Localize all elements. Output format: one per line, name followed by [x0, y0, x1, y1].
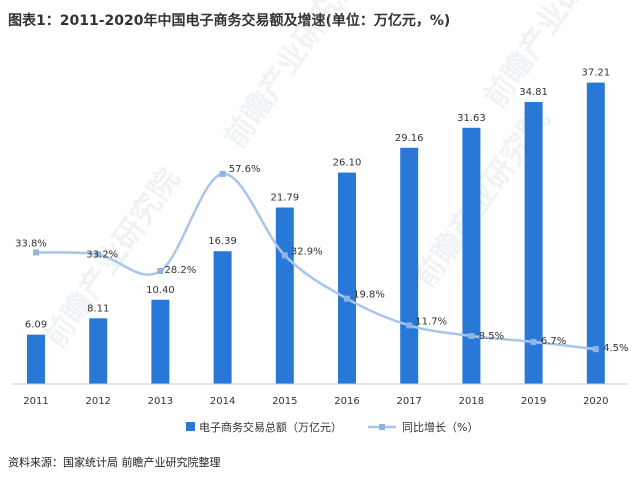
bar-2011	[27, 334, 45, 384]
line-label-2013: 28.2%	[165, 265, 197, 276]
bar-label-2018: 31.63	[457, 113, 486, 124]
line-marker-2011	[33, 249, 39, 256]
bar-2018	[462, 127, 481, 384]
labels-layer: 6.09 8.11 10.40 16.39 21.79 26.10 29.16 31.63 34…	[15, 68, 628, 355]
bar-2020	[586, 82, 605, 384]
line-marker-2020	[592, 346, 599, 353]
line-label-2014: 57.6%	[229, 164, 261, 175]
legend-line-label: 同比增长（%）	[402, 420, 478, 434]
bar-label-2014: 16.39	[208, 236, 237, 247]
x-tick-label-2016: 2016	[334, 396, 359, 407]
line-label-2018: 8.5%	[479, 331, 504, 342]
source-note: 资料来源：国家统计局 前瞻产业研究院整理	[8, 456, 221, 469]
line-label-2012: 33.2%	[86, 249, 118, 260]
line-label-2020: 4.5%	[603, 343, 628, 354]
bar-2014	[213, 251, 232, 384]
growth-line	[35, 172, 596, 351]
bar-2017	[400, 147, 419, 384]
line-label-2015: 32.9%	[291, 246, 323, 257]
bar-label-2017: 29.16	[395, 133, 424, 144]
x-tick-label-2017: 2017	[396, 396, 421, 407]
x-tick-label-2013: 2013	[148, 396, 173, 407]
line-layer	[33, 170, 599, 353]
bar-2016	[338, 172, 356, 384]
legend-bar-swatch	[186, 422, 195, 431]
line-marker-2015	[281, 252, 288, 259]
x-axis: 2011 2012 2013 2014 2015 2016 2017 2018 2019 2020	[12, 383, 628, 407]
x-tick-label-2015: 2015	[272, 396, 297, 407]
line-marker-2018	[468, 332, 475, 339]
chart-title: 图表1：2011-2020年中国电子商务交易额及增速(单位：万亿元，%)	[8, 13, 451, 29]
x-tick-label-2019: 2019	[521, 396, 546, 407]
bar-2012	[89, 318, 108, 384]
line-marker-2017	[406, 322, 413, 329]
bar-label-2013: 10.40	[146, 285, 175, 296]
line-label-2017: 11.7%	[415, 316, 447, 327]
bar-2013	[151, 299, 170, 384]
x-tick-label-2012: 2012	[85, 396, 110, 407]
bar-2019	[524, 102, 543, 384]
line-marker-2014	[219, 170, 226, 177]
line-marker-2016	[344, 295, 350, 302]
line-label-2011: 33.8%	[15, 238, 47, 249]
line-label-2019: 6.7%	[541, 336, 566, 347]
bar-label-2020: 37.21	[581, 68, 610, 79]
bar-label-2011: 6.09	[25, 320, 47, 331]
bar-2015	[275, 207, 294, 384]
line-label-2016: 19.8%	[353, 290, 385, 301]
x-tick-label-2014: 2014	[210, 396, 235, 407]
x-tick-label-2020: 2020	[583, 396, 608, 407]
line-marker-2019	[530, 338, 537, 345]
watermark-text: 前瞻产业研究院	[218, 0, 367, 155]
legend-line-marker	[379, 424, 385, 430]
bar-label-2019: 34.81	[519, 87, 548, 98]
line-marker-2013	[157, 267, 164, 274]
bar-label-2016: 26.10	[333, 158, 362, 169]
legend: 电子商务交易总额（万亿元） 同比增长（%）	[186, 420, 478, 434]
bars-layer	[27, 82, 605, 384]
x-tick-label-2011: 2011	[23, 396, 48, 407]
bar-label-2012: 8.11	[87, 303, 109, 314]
line-marker-2012	[95, 251, 102, 258]
legend-bar-label: 电子商务交易总额（万亿元）	[199, 420, 342, 434]
bar-label-2015: 21.79	[270, 193, 299, 204]
x-tick-label-2018: 2018	[459, 396, 484, 407]
